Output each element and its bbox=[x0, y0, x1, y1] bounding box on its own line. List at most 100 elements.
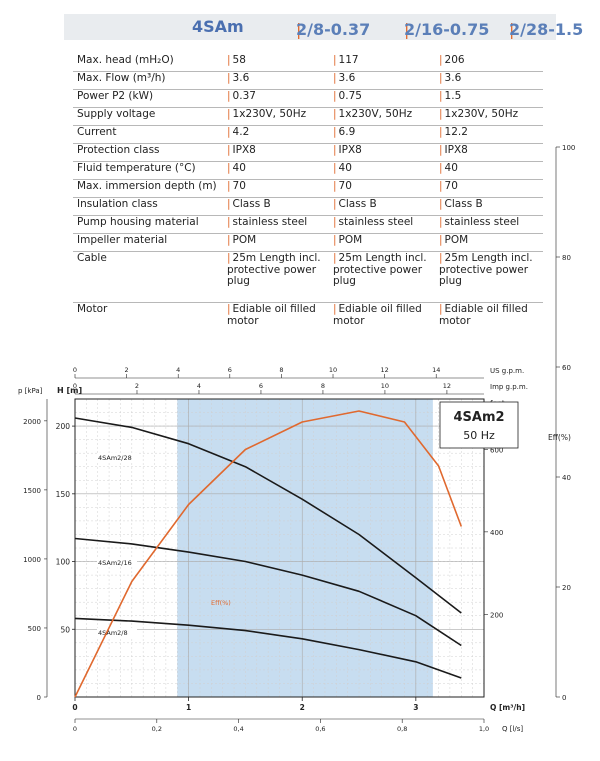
pump-curve-label: 4SAm2/16 bbox=[98, 559, 132, 567]
separator-mark: | bbox=[333, 54, 337, 66]
spec-row: Supply voltage | 1x230V, 50Hz | 1x230V, 50Hz… bbox=[73, 107, 543, 126]
spec-value: | IPX8 bbox=[437, 143, 543, 162]
spec-value: | Class B bbox=[225, 197, 331, 216]
spec-row: Max. head (mH₂O) | 58 | 117 | 206 bbox=[73, 54, 543, 72]
pump-curve bbox=[74, 537, 462, 647]
ls-axis-tick-label: 0,8 bbox=[397, 725, 407, 733]
model-header: 4SAm | 2/8-0.37 | 2/16-0.75 | 2/28-1.5 bbox=[64, 14, 583, 40]
kpa-axis-tick-label: 0 bbox=[37, 694, 41, 702]
spec-row: Pump housing material | stainless steel | st… bbox=[73, 215, 543, 234]
eff-axis-tick-label: 100 bbox=[562, 144, 575, 152]
separator-mark: | bbox=[439, 90, 443, 102]
spec-value: | stainless steel bbox=[225, 215, 331, 234]
spec-label: Protection class bbox=[73, 143, 225, 162]
spec-value: | 70 bbox=[437, 179, 543, 198]
spec-row: Motor | Ediable oil filled motor | Ediable o… bbox=[73, 303, 543, 340]
separator-mark: | bbox=[439, 180, 443, 192]
spec-label: Impeller material bbox=[73, 233, 225, 252]
separator-mark: | bbox=[439, 54, 443, 66]
feet-axis-tick-label: 200 bbox=[490, 611, 503, 619]
spec-value: | Class B bbox=[437, 197, 543, 216]
separator-mark: | bbox=[333, 198, 337, 210]
us-gpm-tick-label: 10 bbox=[329, 366, 337, 374]
us-gpm-tick-label: 14 bbox=[432, 366, 440, 374]
eff-axis-tick-label: 40 bbox=[562, 474, 571, 482]
spec-value: | 70 bbox=[331, 179, 437, 198]
imp-gpm-tick-label: 4 bbox=[197, 382, 201, 390]
separator-mark: | bbox=[227, 180, 231, 192]
spec-value: | IPX8 bbox=[225, 143, 331, 162]
separator-mark: | bbox=[439, 126, 443, 138]
imp-gpm-tick-label: 12 bbox=[443, 382, 451, 390]
pump-curve-label: 4SAm2/28 bbox=[98, 454, 132, 462]
spec-row: Fluid temperature (°C) | 40 | 40 | 40 bbox=[73, 161, 543, 180]
ls-axis-label: Q [l/s] bbox=[502, 725, 523, 733]
separator-mark: | bbox=[333, 303, 337, 315]
separator-mark: | bbox=[333, 90, 337, 102]
us-gpm-axis-label: US g.p.m. bbox=[490, 367, 524, 375]
kpa-axis-tick-label: 500 bbox=[28, 625, 41, 633]
spec-row: Cable | 25m Length incl. protective power … bbox=[73, 251, 543, 303]
chart-title-box bbox=[439, 401, 519, 449]
q-axis-tick-label: 3 bbox=[413, 703, 418, 712]
spec-row: Max. Flow (m³/h) | 3.6 | 3.6 | 3.6 bbox=[73, 71, 543, 90]
spec-value: | 25m Length incl. protective power plug bbox=[437, 251, 543, 303]
kpa-axis-tick-label: 2000 bbox=[23, 418, 41, 426]
spec-value: | stainless steel bbox=[437, 215, 543, 234]
separator-mark: | bbox=[227, 126, 231, 138]
spec-value: | 12.2 bbox=[437, 125, 543, 144]
separator-mark: | bbox=[227, 234, 231, 246]
pump-curve bbox=[74, 617, 462, 679]
separator-mark: | bbox=[227, 54, 231, 66]
spec-value: | 117 bbox=[331, 54, 437, 72]
ls-axis-tick-label: 0,4 bbox=[233, 725, 243, 733]
efficiency-curve bbox=[74, 410, 463, 698]
imp-gpm-axis-label: Imp g.p.m. bbox=[490, 383, 528, 391]
q-axis-tick-label: 0 bbox=[72, 703, 77, 712]
separator-mark: | bbox=[439, 252, 443, 264]
separator-mark: | bbox=[439, 72, 443, 84]
spec-value: | Ediable oil filled motor bbox=[333, 303, 422, 327]
spec-value: | 1x230V, 50Hz bbox=[225, 107, 331, 126]
h-axis-tick-label: 100 bbox=[56, 558, 71, 567]
ls-axis-tick-label: 1,0 bbox=[479, 725, 489, 733]
curve-label-bg bbox=[97, 453, 137, 462]
spec-value: | 4.2 bbox=[225, 125, 331, 144]
spec-value: | 1x230V, 50Hz bbox=[437, 107, 543, 126]
eff-axis-label: Eff(%) bbox=[548, 433, 571, 442]
spec-value: | 25m Length incl. protective power plug bbox=[225, 251, 331, 303]
imp-gpm-tick-label: 2 bbox=[135, 382, 139, 390]
spec-label: Power P2 (kW) bbox=[73, 89, 225, 108]
spec-value: | IPX8 bbox=[331, 143, 437, 162]
spec-value: | POM bbox=[331, 233, 437, 252]
us-gpm-tick-label: 4 bbox=[176, 366, 180, 374]
chart-title: 4SAm2 bbox=[453, 410, 504, 425]
spec-row: Protection class | IPX8 | IPX8 | IPX8 bbox=[73, 143, 543, 162]
spec-value: | POM bbox=[225, 233, 331, 252]
eff-axis-tick-label: 60 bbox=[562, 364, 571, 372]
spec-value: | stainless steel bbox=[331, 215, 437, 234]
ls-axis-tick-label: 0 bbox=[73, 725, 77, 733]
spec-value: | Class B bbox=[331, 197, 437, 216]
separator-mark: | bbox=[227, 90, 231, 102]
spec-row: Impeller material | POM | POM | POM bbox=[73, 233, 543, 252]
spec-label: Fluid temperature (°C) bbox=[73, 161, 225, 180]
spec-label: Current bbox=[73, 125, 225, 144]
spec-value: | 0.37 bbox=[225, 89, 331, 108]
separator-mark: | bbox=[227, 72, 231, 84]
imp-gpm-tick-label: 6 bbox=[259, 382, 263, 390]
q-axis-label: Q [m³/h] bbox=[490, 703, 525, 712]
separator-mark: | bbox=[439, 234, 443, 246]
separator-mark: | bbox=[333, 144, 337, 156]
spec-value: | 0.75 bbox=[331, 89, 437, 108]
us-gpm-tick-label: 0 bbox=[73, 366, 77, 374]
spec-value: | 25m Length incl. protective power plug bbox=[331, 251, 437, 303]
h-axis-label: H [m] bbox=[57, 386, 82, 395]
spec-row: Max. immersion depth (m) | 70 | 70 | 70 bbox=[73, 179, 543, 198]
separator-mark: | bbox=[227, 198, 231, 210]
spec-value: | 40 bbox=[331, 161, 437, 180]
separator-mark: | bbox=[333, 216, 337, 228]
spec-value: | 1x230V, 50Hz bbox=[331, 107, 437, 126]
spec-value: | 58 bbox=[225, 54, 331, 72]
